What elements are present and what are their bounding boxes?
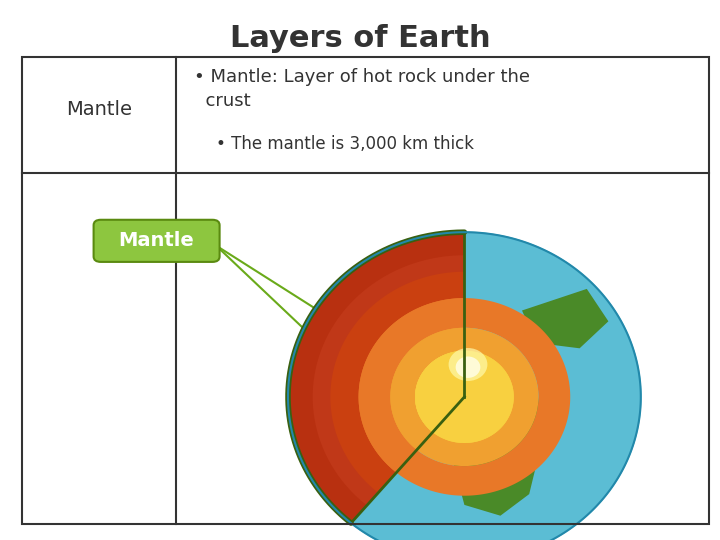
Polygon shape: [359, 298, 464, 472]
Polygon shape: [450, 364, 544, 516]
Polygon shape: [522, 289, 608, 348]
Polygon shape: [288, 232, 641, 540]
Polygon shape: [359, 298, 570, 496]
Ellipse shape: [456, 356, 480, 378]
FancyBboxPatch shape: [94, 220, 220, 262]
Text: Mantle: Mantle: [119, 231, 194, 251]
Ellipse shape: [449, 348, 487, 381]
Polygon shape: [415, 351, 464, 432]
Polygon shape: [415, 351, 514, 443]
Polygon shape: [330, 272, 464, 493]
Text: Layers of Earth: Layers of Earth: [230, 24, 490, 53]
Polygon shape: [378, 310, 421, 354]
Text: • The mantle is 3,000 km thick: • The mantle is 3,000 km thick: [216, 135, 474, 153]
Polygon shape: [312, 255, 464, 505]
Text: • Mantle: Layer of hot rock under the
  crust: • Mantle: Layer of hot rock under the cr…: [194, 68, 531, 111]
Text: Mantle: Mantle: [66, 100, 132, 119]
Polygon shape: [390, 328, 464, 450]
Polygon shape: [390, 328, 539, 466]
Polygon shape: [415, 351, 514, 443]
Polygon shape: [288, 232, 464, 523]
Polygon shape: [296, 240, 464, 517]
